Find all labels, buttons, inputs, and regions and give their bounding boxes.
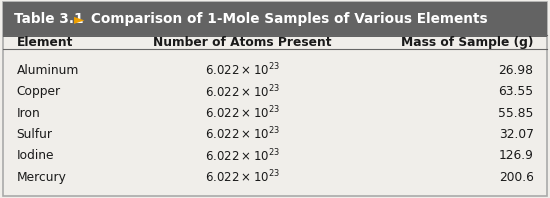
Text: Sulfur: Sulfur <box>16 128 52 141</box>
Text: $6.022 \times 10^{23}$: $6.022 \times 10^{23}$ <box>205 169 279 186</box>
Text: ►: ► <box>74 12 85 26</box>
Text: 55.85: 55.85 <box>498 107 534 120</box>
Text: 26.98: 26.98 <box>498 64 534 77</box>
Text: Comparison of 1-Mole Samples of Various Elements: Comparison of 1-Mole Samples of Various … <box>91 12 487 26</box>
Text: Iodine: Iodine <box>16 149 54 162</box>
Text: 32.07: 32.07 <box>499 128 534 141</box>
Text: $6.022 \times 10^{23}$: $6.022 \times 10^{23}$ <box>205 105 279 121</box>
Bar <box>3 2 547 37</box>
Text: Aluminum: Aluminum <box>16 64 79 77</box>
Text: Number of Atoms Present: Number of Atoms Present <box>153 36 331 49</box>
Text: Iron: Iron <box>16 107 40 120</box>
Text: Table 3.1: Table 3.1 <box>14 12 84 26</box>
Text: Element: Element <box>16 36 73 49</box>
Text: Mass of Sample (g): Mass of Sample (g) <box>401 36 534 49</box>
Text: Copper: Copper <box>16 85 60 98</box>
Text: Mercury: Mercury <box>16 171 67 184</box>
Text: $6.022 \times 10^{23}$: $6.022 \times 10^{23}$ <box>205 148 279 164</box>
Text: $6.022 \times 10^{23}$: $6.022 \times 10^{23}$ <box>205 62 279 79</box>
Text: $6.022 \times 10^{23}$: $6.022 \times 10^{23}$ <box>205 126 279 143</box>
Text: $6.022 \times 10^{23}$: $6.022 \times 10^{23}$ <box>205 83 279 100</box>
Text: 126.9: 126.9 <box>499 149 534 162</box>
Text: 200.6: 200.6 <box>499 171 534 184</box>
Text: 63.55: 63.55 <box>498 85 534 98</box>
